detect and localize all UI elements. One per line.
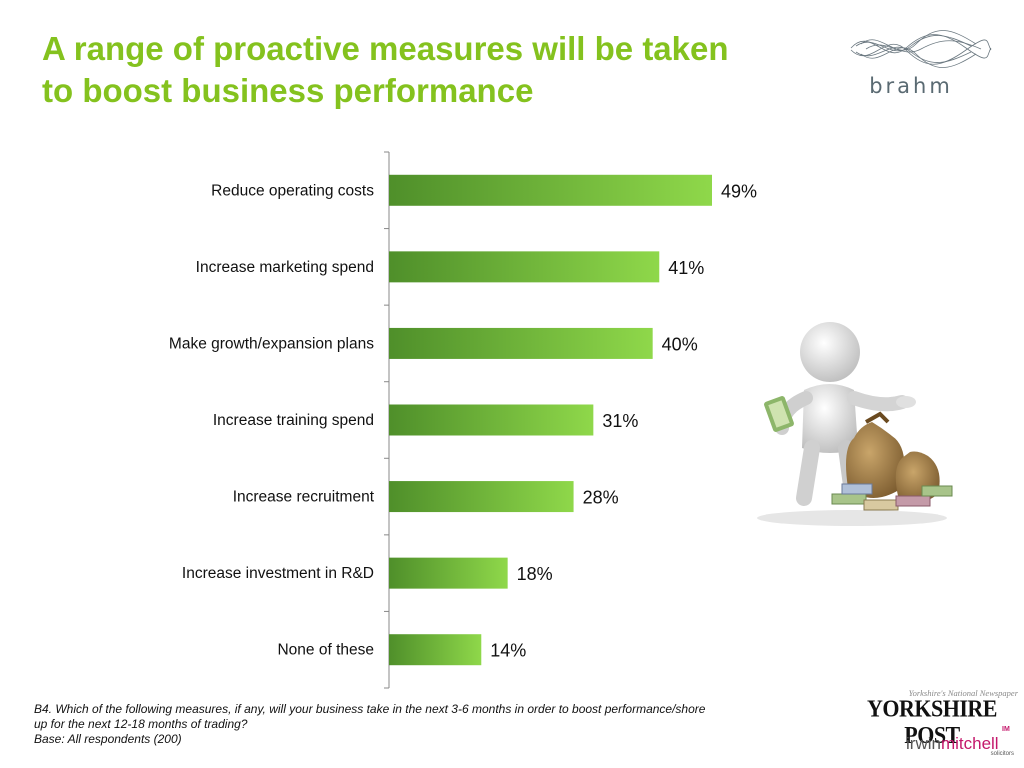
value-label: 40%	[662, 334, 698, 354]
mitchell-part: mitchell	[940, 734, 999, 753]
survey-footnote: B4. Which of the following measures, if …	[34, 702, 774, 747]
brahm-wave-icon	[850, 30, 992, 68]
page-title: A range of proactive measures will be ta…	[42, 28, 822, 112]
category-label: Increase investment in R&D	[182, 565, 374, 582]
irwin-part: irwin	[906, 734, 941, 753]
value-label: 41%	[668, 258, 704, 278]
value-label: 31%	[602, 411, 638, 431]
value-label: 28%	[583, 488, 619, 508]
figure-with-money-bag-illustration	[742, 318, 970, 530]
value-label: 49%	[721, 181, 757, 201]
bar	[389, 634, 482, 666]
bar	[389, 251, 660, 283]
bar	[389, 174, 712, 206]
irwin-mitchell-wordmark: irwinmitchell	[906, 734, 999, 753]
irwin-mitchell-logo: irwinmitchell IM solicitors	[906, 726, 1024, 757]
irwin-mitchell-mark-icon: IM	[1002, 726, 1010, 733]
bar	[389, 481, 574, 513]
bar	[389, 327, 653, 359]
category-label: Increase marketing spend	[196, 259, 374, 276]
irwin-mitchell-subtitle: solicitors	[990, 751, 1014, 757]
category-label: None of these	[277, 642, 374, 659]
footnote-question-line-1: B4. Which of the following measures, if …	[34, 702, 706, 716]
brahm-logo: brahm	[846, 26, 996, 106]
brahm-wordmark: brahm	[869, 74, 953, 98]
person-with-money-icon	[742, 318, 970, 530]
footnote-question-line-2: up for the next 12-18 months of trading?	[34, 717, 248, 731]
title-line-1: A range of proactive measures will be ta…	[42, 30, 729, 67]
bar	[389, 404, 594, 436]
title-line-2: to boost business performance	[42, 72, 534, 109]
footnote-base: Base: All respondents (200)	[34, 732, 182, 746]
yorkshire-post-tagline: Yorkshire's National Newspaper	[908, 688, 1018, 698]
category-label: Increase training spend	[213, 412, 374, 429]
yorkshire-post-name: YORKSHIRE POST	[867, 694, 997, 749]
category-label: Reduce operating costs	[211, 182, 374, 199]
value-label: 18%	[517, 564, 553, 584]
bar-chart: Reduce operating costs 49% Increase market…	[169, 151, 757, 689]
value-label: 14%	[490, 641, 526, 661]
category-label: Make growth/expansion plans	[169, 335, 374, 352]
category-label: Increase recruitment	[233, 489, 375, 506]
yorkshire-post-logo: Yorkshire's National Newspaper YORKSHIRE…	[846, 688, 1018, 749]
bar	[389, 557, 508, 589]
